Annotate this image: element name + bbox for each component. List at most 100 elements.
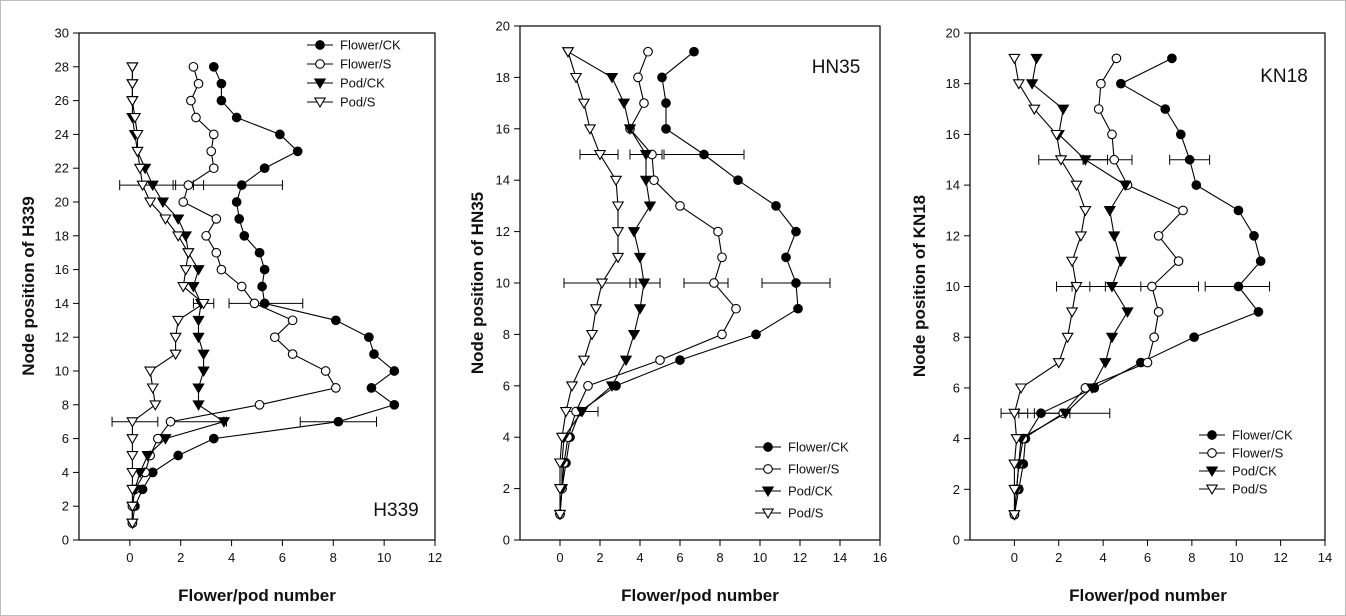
data-point-flower-s — [1153, 307, 1164, 317]
y-tick-label: 12 — [946, 228, 960, 243]
legend-label: Flower/CK — [340, 38, 401, 53]
data-point-flower-s — [216, 264, 227, 275]
data-point-pod-s — [159, 214, 172, 225]
series-line-pod-s — [131, 66, 205, 524]
data-point-pod-ck — [197, 366, 210, 378]
data-point-flower-ck — [364, 332, 374, 343]
data-point-pod-s — [1052, 358, 1065, 369]
data-point-flower-ck — [781, 252, 791, 263]
data-point-pod-ck — [1114, 256, 1128, 268]
y-tick-label: 14 — [946, 178, 960, 193]
legend-marker — [761, 508, 775, 520]
data-point-flower-ck — [1167, 53, 1177, 64]
data-point-pod-s — [126, 501, 139, 513]
data-point-pod-ck — [141, 451, 154, 462]
data-point-pod-s — [1065, 256, 1079, 268]
data-point-flower-s — [675, 201, 685, 211]
data-point-pod-s — [126, 451, 139, 462]
legend-item-pod-s: Pod/S — [755, 506, 824, 521]
data-point-flower-ck — [733, 175, 743, 186]
x-tick-label: 2 — [177, 550, 184, 565]
data-point-pod-s — [133, 163, 147, 175]
y-tick-label: 2 — [503, 481, 510, 496]
data-point-pod-ck — [179, 231, 192, 242]
data-point-pod-s — [126, 467, 139, 479]
data-point-flower-ck — [661, 123, 671, 134]
x-tick-label: 10 — [377, 550, 391, 565]
data-point-pod-ck — [1119, 180, 1132, 192]
data-point-pod-s — [1028, 104, 1041, 116]
data-point-pod-s — [1008, 408, 1021, 420]
data-point-pod-s — [126, 96, 139, 107]
x-tick-label: 6 — [279, 550, 286, 565]
data-point-pod-s — [577, 355, 591, 367]
y-tick-label: 20 — [496, 19, 510, 34]
data-point-flower-ck — [231, 197, 242, 207]
data-point-pod-s — [1054, 155, 1068, 166]
y-tick-label: 16 — [496, 121, 510, 136]
data-point-pod-s — [593, 150, 607, 161]
data-point-pod-s — [131, 146, 144, 158]
y-tick-label: 10 — [55, 364, 69, 379]
series-line-pod-ck — [131, 66, 226, 524]
data-point-pod-s — [126, 417, 139, 428]
y-tick-label: 4 — [503, 430, 510, 445]
data-point-flower-ck — [208, 433, 219, 444]
data-point-pod-ck — [133, 467, 147, 479]
y-tick-label: 22 — [55, 161, 69, 176]
y-tick-label: 18 — [946, 76, 960, 91]
x-tick-label: 12 — [1273, 550, 1287, 565]
data-point-flower-ck — [1249, 230, 1259, 241]
legend-label: Flower/S — [788, 462, 840, 477]
x-tick-label: 14 — [1318, 550, 1332, 565]
data-point-flower-s — [269, 332, 280, 343]
data-series — [126, 61, 400, 530]
data-point-pod-ck — [1025, 79, 1039, 90]
data-point-flower-ck — [699, 149, 709, 160]
x-tick-label: 4 — [636, 550, 643, 565]
data-point-flower-s — [1147, 281, 1157, 292]
data-point-flower-s — [583, 380, 593, 391]
legend-item-pod-ck: Pod/CK — [1199, 464, 1277, 479]
data-point-flower-s — [178, 197, 189, 207]
data-point-flower-ck — [675, 355, 685, 365]
data-point-pod-s — [1010, 434, 1023, 445]
series-flower-ck — [127, 61, 400, 528]
x-tick-label: 12 — [428, 550, 442, 565]
data-point-pod-ck — [1085, 383, 1099, 394]
data-point-pod-s — [589, 304, 603, 315]
legend-item-flower-ck: Flower/CK — [1199, 428, 1293, 443]
data-point-flower-s — [731, 303, 741, 314]
data-point-flower-s — [1107, 129, 1117, 140]
legend-item-pod-s: Pod/S — [307, 95, 376, 110]
data-series — [1008, 53, 1266, 521]
series-pod-s — [1008, 53, 1092, 521]
data-point-pod-s — [144, 366, 157, 378]
data-point-pod-s — [565, 381, 579, 392]
data-point-flower-ck — [657, 72, 667, 83]
data-point-flower-s — [643, 46, 653, 57]
data-point-flower-ck — [275, 129, 285, 140]
data-point-pod-ck — [187, 282, 200, 293]
legend-marker — [1207, 430, 1217, 440]
data-point-pod-ck — [1105, 282, 1119, 293]
data-point-pod-s — [553, 458, 567, 469]
data-point-flower-ck — [389, 366, 400, 376]
y-tick-label: 16 — [946, 127, 960, 142]
data-point-flower-s — [330, 383, 341, 393]
plot-frame — [78, 32, 436, 541]
y-tick-label: 18 — [55, 228, 69, 243]
data-point-pod-ck — [1121, 307, 1134, 318]
data-point-flower-ck — [259, 163, 270, 174]
data-point-flower-ck — [234, 214, 245, 224]
legend-marker — [1205, 466, 1219, 478]
data-point-pod-s — [1070, 282, 1083, 293]
data-point-flower-ck — [239, 230, 250, 241]
y-tick-label: 14 — [496, 173, 510, 188]
data-point-flower-ck — [1116, 78, 1126, 89]
y-tick-label: 0 — [953, 533, 960, 548]
x-tick-label: 4 — [228, 550, 235, 565]
data-point-pod-s — [136, 180, 149, 192]
data-point-pod-s — [126, 434, 139, 445]
